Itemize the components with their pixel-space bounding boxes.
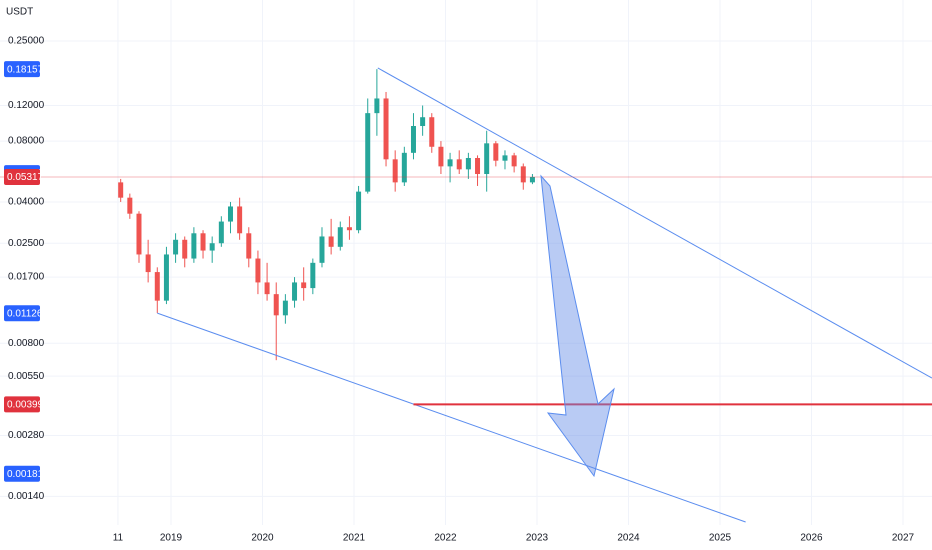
candle-body	[392, 159, 398, 183]
candle-body	[145, 254, 151, 273]
candle-body	[264, 282, 270, 295]
candle-body	[136, 213, 142, 255]
candle-body	[447, 159, 453, 167]
price-badge-label: 0.00181	[7, 469, 44, 480]
candle-body	[502, 155, 508, 161]
candle-body	[529, 176, 535, 183]
x-tick-label: 11	[113, 533, 124, 544]
x-tick-label: 2027	[892, 533, 915, 544]
candle-body	[475, 157, 481, 175]
x-tick-label: 2024	[617, 533, 640, 544]
y-tick-label: 0.08000	[8, 136, 45, 147]
x-tick-label: 2022	[434, 533, 457, 544]
candle-body	[429, 117, 435, 147]
trend-line	[377, 67, 932, 379]
candle-body	[227, 206, 233, 222]
candle-body	[328, 236, 334, 247]
price-badge	[4, 61, 40, 78]
candle-body	[337, 227, 343, 247]
y-tick-label: 0.00550	[8, 371, 45, 382]
candle-body	[255, 258, 261, 283]
candle-body	[273, 294, 279, 316]
arrow-drawing	[540, 174, 615, 478]
price-badge	[4, 168, 40, 185]
candle-body	[191, 233, 197, 259]
price-badge	[4, 465, 40, 482]
x-tick-label: 2021	[343, 533, 366, 544]
candle-body	[209, 243, 215, 251]
candle-body	[246, 233, 252, 259]
x-tick-label: 2026	[800, 533, 823, 544]
price-badge	[4, 396, 40, 413]
price-badge-label: 0.18157	[7, 64, 44, 75]
grid-layer	[0, 0, 932, 525]
candle-body	[356, 191, 362, 231]
candle-body	[301, 282, 307, 289]
y-tick-label: 0.00800	[8, 338, 45, 349]
y-tick-label: 0.01700	[8, 272, 45, 283]
candle-body	[511, 155, 517, 167]
candle-body	[282, 300, 288, 316]
candle-body	[401, 152, 407, 183]
x-tick-label: 2025	[709, 533, 732, 544]
y-tick-label: 0.12000	[8, 100, 45, 111]
candle-body	[127, 197, 133, 214]
candle-body	[420, 117, 426, 127]
candle-body	[383, 98, 389, 160]
y-tick-label: 0.04000	[8, 197, 45, 208]
y-tick-label: 0.00280	[8, 430, 45, 441]
candle-body	[456, 159, 462, 170]
price-badge-label: 0.00399	[7, 400, 44, 411]
candle-body	[465, 157, 471, 170]
candle-body	[200, 233, 206, 251]
candle-body	[182, 239, 188, 259]
y-tick-label: 0.25000	[8, 36, 45, 47]
candle-body	[410, 126, 416, 153]
x-tick-label: 2019	[160, 533, 183, 544]
candle-body	[218, 221, 224, 244]
candle-body	[163, 254, 169, 301]
x-tick-label: 2023	[526, 533, 549, 544]
axes-layer: 0.25000 0.12000 0.08000 0.04000 0.02500 0.017…	[4, 36, 915, 544]
unit-label: USDT	[6, 7, 33, 18]
candle-body	[493, 143, 499, 161]
price-badge-label: 0.01126	[7, 308, 43, 319]
marks-layer	[0, 67, 932, 523]
candle-body	[438, 146, 444, 167]
candle-body	[118, 182, 124, 198]
candle-body	[520, 166, 526, 183]
candle-body	[154, 272, 160, 301]
candle-body	[365, 113, 371, 192]
candle-body	[310, 262, 316, 289]
candle-body	[346, 227, 352, 231]
candle-body	[173, 239, 179, 255]
x-tick-label: 2020	[251, 533, 274, 544]
y-tick-label: 0.02500	[8, 238, 45, 249]
price-badge	[4, 305, 40, 322]
candle-body	[319, 236, 325, 263]
price-badge-label: 0.05317	[7, 172, 44, 183]
candle-body	[374, 98, 380, 114]
candle-body	[237, 206, 243, 234]
candle-body	[484, 143, 490, 175]
y-tick-label: 0.00140	[8, 491, 45, 502]
candle-body	[292, 282, 298, 301]
trend-line	[157, 312, 746, 523]
